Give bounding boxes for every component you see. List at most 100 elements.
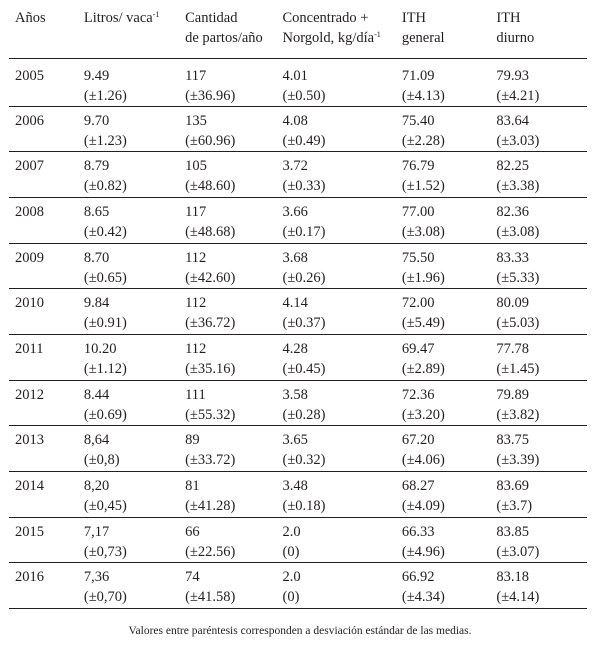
std-deviation: (±4.09) — [401, 498, 445, 514]
mean-value: 74 — [185, 569, 200, 586]
std-deviation: (±0.28) — [282, 406, 326, 423]
cell-ith-general: 68.27 (±4.09) — [401, 471, 497, 518]
cell-concentrate: 4.14 (±0.37) — [282, 288, 402, 335]
cell-ith-diurnal: 83.85 (±3.07) — [496, 516, 587, 563]
header-liters-superscript: -1 — [152, 10, 160, 19]
header-ith-diurnal-line1: ITH — [496, 10, 521, 26]
mean-value: 9.49 — [83, 67, 110, 84]
header-births-line2: de partos/año — [185, 30, 263, 46]
cell-births: 117 (±36.96) — [185, 58, 282, 106]
std-deviation: (±0.50) — [282, 87, 326, 104]
cell-ith-general: 66.92 (±4.34) — [401, 562, 497, 610]
std-deviation: (±0.37) — [282, 315, 326, 332]
mean-value: 72.36 — [401, 386, 435, 403]
cell-ith-general: 76.79 (±1.52) — [401, 151, 497, 198]
header-ith-diurnal-line2: diurno — [496, 30, 535, 46]
mean-value: 72.00 — [401, 295, 435, 312]
cell-liters: 8.79 (±0.82) — [83, 151, 186, 198]
mean-value: 83.33 — [496, 249, 529, 266]
cell-liters: 7,36 (±0,70) — [83, 562, 186, 610]
cell-concentrate: 3.58 (±0.28) — [282, 379, 402, 426]
cell-ith-diurnal: 83.69 (±3.7) — [496, 471, 587, 518]
cell-year: 2005 — [15, 67, 44, 84]
cell-births: 89 (±33.72) — [185, 425, 283, 472]
mean-value: 4.14 — [282, 295, 308, 312]
cell-ith-general: 75.50 (±1.96) — [401, 242, 497, 289]
std-deviation: (±0.65) — [83, 269, 127, 286]
std-deviation: (±0.82) — [83, 178, 127, 195]
cell-concentrate: 2.0 (0) — [282, 516, 402, 563]
std-deviation: (±1.26) — [83, 87, 127, 104]
mean-value: 3.72 — [282, 158, 308, 175]
std-deviation: (±0.69) — [83, 406, 127, 423]
mean-value: 75.50 — [401, 249, 435, 266]
cell-ith-general: 66.33 (±4.96) — [401, 516, 497, 563]
std-deviation: (±41.28) — [185, 498, 236, 514]
cell-ith-general: 69.47 (±2.89) — [401, 333, 497, 381]
std-deviation: (±1.52) — [401, 178, 445, 195]
std-deviation: (±2.28) — [401, 132, 445, 149]
mean-value: 8.65 — [83, 203, 110, 220]
cell-concentrate: 3.66 (±0.17) — [282, 196, 402, 244]
cell-year: 2008 — [9, 196, 84, 244]
cell-liters: 8,64 (±0,8) — [83, 425, 186, 472]
cell-ith-general: 72.00 (±5.49) — [401, 288, 497, 335]
std-deviation: (±3.08) — [496, 223, 540, 240]
cell-year: 2006 — [9, 105, 84, 152]
cell-births: 112 (±42.60) — [185, 242, 283, 289]
std-deviation: (±0.91) — [83, 315, 127, 332]
cell-ith-general: 72.36 (±3.20) — [401, 379, 497, 426]
mean-value: 80.09 — [496, 295, 529, 312]
table-row: 2013 8,64 (±0,8) 89 (±33.72) 3.65 (±0.32) 67.20… — [9, 425, 587, 472]
cell-year: 2009 — [9, 242, 84, 289]
mean-value: 71.09 — [401, 67, 435, 84]
mean-value: 66 — [185, 523, 200, 540]
header-liters-per-cow: Litros/ vaca-1 — [83, 2, 186, 59]
mean-value: 3.65 — [282, 432, 308, 449]
mean-value: 9.84 — [83, 295, 110, 312]
std-deviation: (±0.45) — [282, 360, 326, 377]
cell-ith-diurnal: 82.36 (±3.08) — [496, 196, 587, 244]
std-deviation: (±3.38) — [496, 178, 540, 195]
mean-value: 9.70 — [83, 112, 110, 129]
cell-ith-diurnal: 83.64 (±3.03) — [496, 105, 587, 152]
mean-value: 112 — [185, 340, 207, 357]
std-deviation: (±2.89) — [401, 360, 445, 377]
std-deviation: (±4.13) — [401, 87, 445, 104]
cell-concentrate: 4.28 (±0.45) — [282, 333, 402, 381]
cell-ith-diurnal: 82.25 (±3.38) — [496, 151, 587, 198]
mean-value: 67.20 — [401, 432, 435, 449]
table-row: 2014 8,20 (±0,45) 81 (±41.28) 3.48 (±0.18) 68.2… — [9, 471, 587, 518]
cell-liters: 8.65 (±0.42) — [83, 196, 186, 244]
mean-value: 111 — [185, 386, 206, 403]
std-deviation: (±4.21) — [496, 87, 540, 104]
mean-value: 83.64 — [496, 112, 529, 129]
mean-value: 135 — [185, 112, 207, 129]
mean-value: 4.01 — [282, 67, 308, 84]
std-deviation: (±0.49) — [282, 132, 326, 149]
std-deviation: (±55.32) — [185, 406, 236, 423]
std-deviation: (±1.23) — [83, 132, 127, 149]
std-deviation: (±3.07) — [496, 543, 540, 560]
table-row: 2005 9.49 (±1.26) 117 (±36.96) 4.01 (±0.50) 71.… — [9, 58, 587, 106]
cell-concentrate: 4.01 (±0.50) — [283, 58, 402, 106]
cell-liters: 9.70 (±1.23) — [83, 105, 186, 152]
cell-ith-general: 77.00 (±3.08) — [401, 196, 497, 244]
cell-births: 112 (±36.72) — [185, 288, 283, 335]
std-deviation: (±1.96) — [401, 269, 445, 286]
cell-ith-diurnal: 80.09 (±5.03) — [496, 288, 587, 335]
mean-value: 8,64 — [83, 432, 110, 449]
cell-births: 81 (±41.28) — [185, 471, 283, 518]
std-deviation: (±60.96) — [185, 132, 236, 149]
mean-value: 4.08 — [282, 112, 308, 129]
cell-ith-general: 71.09 (±4.13) — [402, 58, 496, 106]
header-liters-label: Litros/ vaca-1 — [83, 10, 160, 26]
std-deviation: (±1.45) — [496, 360, 540, 377]
header-concentrate-line1: Concentrado + — [282, 10, 369, 26]
std-deviation: (±0.17) — [282, 223, 326, 240]
cell-liters: 10.20 (±1.12) — [83, 333, 186, 381]
cell-concentrate: 3.48 (±0.18) — [282, 471, 402, 518]
mean-value: 8.44 — [83, 386, 110, 403]
cell-ith-diurnal: 83.18 (±4.14) — [496, 562, 587, 610]
header-concentrate: Concentrado + Norgold, kg/día-1 — [282, 2, 402, 59]
